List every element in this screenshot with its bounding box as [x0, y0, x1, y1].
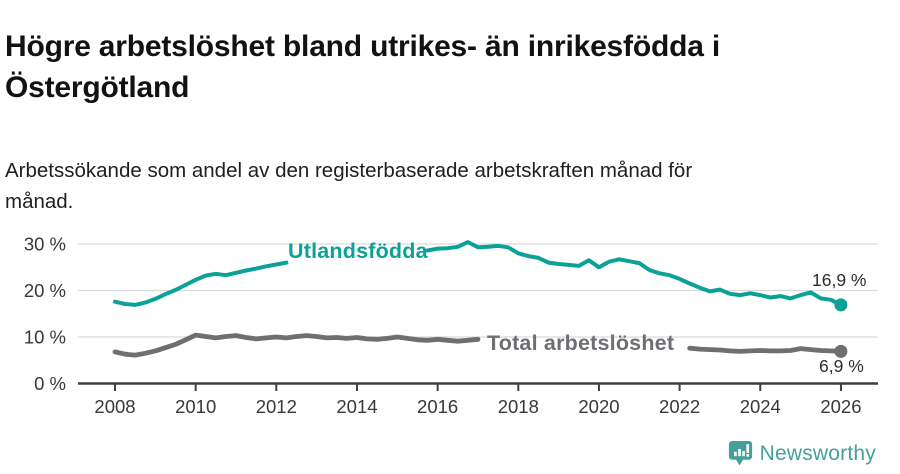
series-line-1 — [112, 332, 481, 358]
x-tick-label: 2008 — [94, 396, 135, 417]
x-tick-label: 2010 — [175, 396, 216, 417]
series-line-0 — [425, 240, 843, 307]
y-tick-label: 10 % — [24, 327, 66, 348]
series-line-0 — [113, 260, 289, 307]
y-tick-label: 0 % — [34, 373, 66, 394]
chart-subtitle-line2: månad. — [5, 189, 74, 213]
page-title-line2: Östergötland — [5, 71, 190, 105]
chart-subtitle-line1: Arbetssökande som andel av den registerb… — [5, 158, 693, 182]
series-end-dot-1 — [834, 344, 848, 358]
x-tick-label: 2020 — [578, 396, 619, 417]
end-value-total-arbetsloshet: 6,9 % — [819, 356, 864, 376]
newsworthy-logo[interactable]: Newsworthy — [728, 440, 876, 467]
end-value-utlandsfodda: 16,9 % — [812, 270, 867, 290]
series-label-utlandsfodda: Utlandsfödda — [288, 239, 428, 263]
newsworthy-bubble-chart-icon — [728, 441, 752, 466]
chart-subtitle: Arbetssökande som andel av den registerb… — [5, 155, 825, 217]
series-line-1 — [687, 345, 844, 354]
y-tick-label: 30 % — [24, 234, 66, 255]
series-end-dot-0 — [834, 298, 848, 312]
page-title-line1: Högre arbetslöshet bland utrikes- än inr… — [5, 30, 720, 64]
series-label-total-arbetsloshet: Total arbetslöshet — [487, 331, 675, 355]
x-tick-label: 2024 — [740, 396, 781, 417]
x-tick-label: 2026 — [820, 396, 861, 417]
newsworthy-wordmark: Newsworthy — [759, 441, 876, 465]
x-tick-label: 2022 — [659, 396, 700, 417]
x-tick-label: 2012 — [256, 396, 297, 417]
x-tick-label: 2014 — [336, 396, 377, 417]
x-tick-label: 2016 — [417, 396, 458, 417]
page-title: Högre arbetslöshet bland utrikes- än inr… — [5, 26, 865, 108]
y-tick-label: 20 % — [24, 280, 66, 301]
x-tick-label: 2018 — [498, 396, 539, 417]
